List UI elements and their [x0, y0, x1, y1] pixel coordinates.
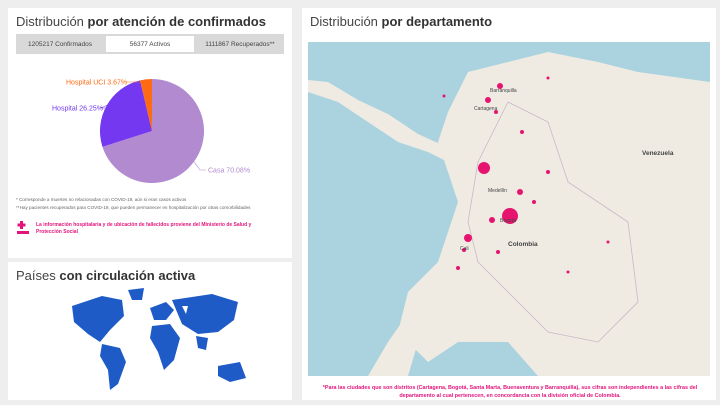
tab[interactable]: 1111867 Recuperados**: [205, 40, 275, 48]
pie-label: Casa 70.08%: [208, 168, 250, 175]
title-bold: por atención de confirmados: [87, 14, 266, 29]
pie-label: Hospital UCI 3.67%: [66, 80, 127, 87]
world-map: [72, 288, 246, 390]
pie-slice: [140, 79, 152, 131]
title-light: Distribución: [16, 14, 84, 29]
map-label: Venezuela: [642, 150, 674, 157]
countries-panel: Países con circulación activa: [8, 262, 292, 400]
tab-bar: 1205217 Confirmados 56377 Activos 111186…: [16, 34, 284, 54]
map-label: Colombia: [508, 241, 538, 248]
pie-label: Hospital 26.25%: [52, 106, 103, 113]
leader-line: [193, 161, 206, 171]
value-label: 26.25%: [79, 106, 103, 113]
map-label: Barranquilla: [490, 88, 517, 94]
map-label: Medellín: [488, 188, 507, 194]
panel-title: Distribución por atención de confirmados: [16, 14, 266, 29]
title-light: Países: [16, 268, 56, 283]
value-label: 3.67%: [107, 80, 127, 87]
tab[interactable]: 56377 Activos: [106, 36, 194, 52]
hospital-icon: [17, 221, 29, 234]
category-label: Hospital: [52, 106, 78, 113]
panel-title: Distribución por departamento: [310, 14, 492, 29]
map-label: Cartagena: [474, 106, 498, 112]
colombia-map[interactable]: [308, 42, 710, 376]
pie-slice: [102, 79, 204, 183]
pie-slice: [100, 80, 152, 147]
title-light: Distribución: [310, 14, 378, 29]
value-label: 70.08%: [226, 168, 250, 175]
category-label: Casa: [208, 168, 224, 175]
cases-panel: Distribución por atención de confirmados…: [8, 8, 292, 258]
map-label: Cali: [460, 246, 469, 252]
panel-title: Países con circulación activa: [16, 268, 195, 283]
department-panel: Distribución por departamento Venezuela C…: [302, 8, 716, 400]
note: * Corresponde a muertes no relacionadas …: [16, 197, 187, 202]
category-label: Hospital UCI: [66, 80, 105, 87]
tab[interactable]: 1205217 Confirmados: [28, 40, 92, 48]
note: **Hay pacientes recuperados para COVID-1…: [16, 205, 251, 210]
map-label: Bogotá: [500, 218, 516, 224]
info-text: La información hospitalaria y de ubicaci…: [36, 222, 252, 235]
leader-line: [100, 105, 112, 109]
leader-line: [126, 79, 147, 83]
title-bold: con circulación activa: [59, 268, 196, 283]
footnote: *Para las ciudades que son distritos (Ca…: [322, 385, 698, 399]
title-bold: por departamento: [381, 14, 493, 29]
pie-chart: Casa 70.08% Hospital 26.25% Hospital UCI 3…: [52, 79, 250, 183]
